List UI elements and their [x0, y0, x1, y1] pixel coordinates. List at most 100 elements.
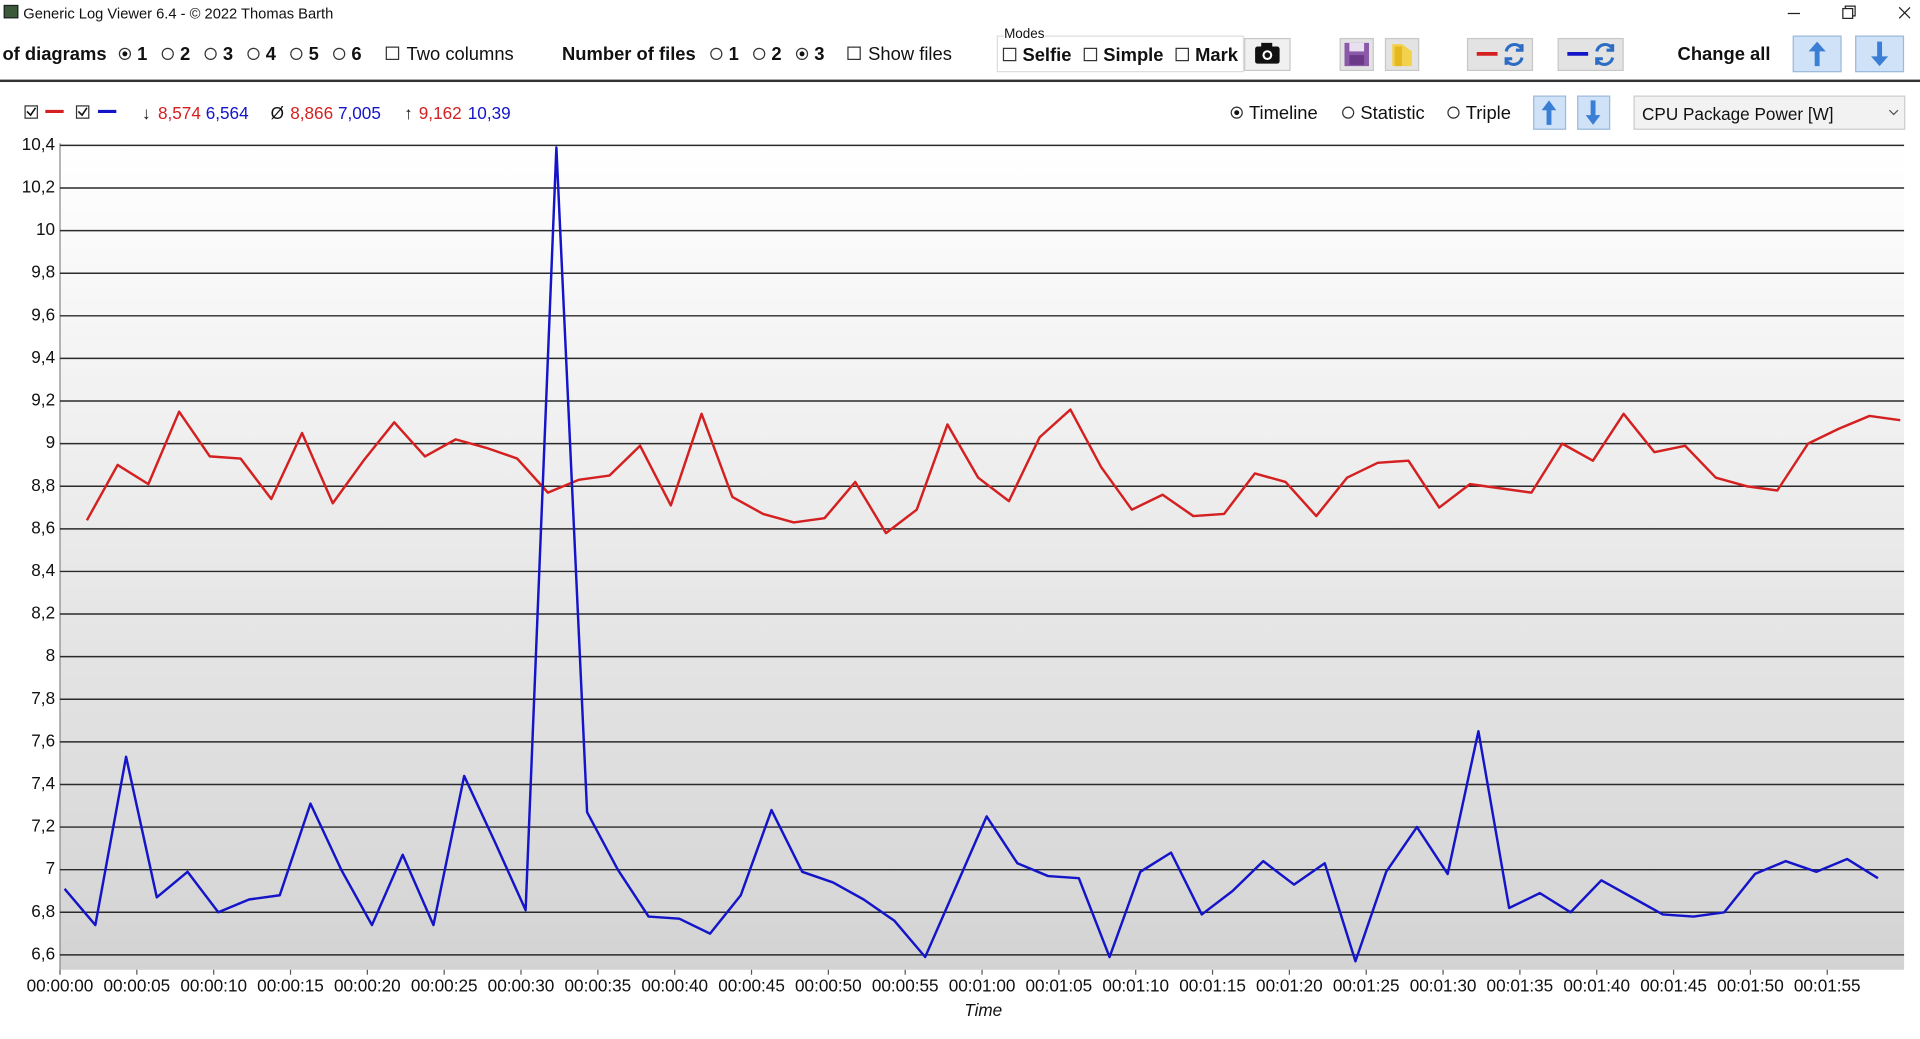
y-tick-label: 8,8	[31, 475, 55, 495]
y-tick-label: 9,8	[31, 262, 55, 282]
radio-label[interactable]: Statistic	[1360, 102, 1425, 124]
x-tick-label: 00:00:50	[795, 975, 862, 995]
mode-label[interactable]: Mark	[1195, 45, 1238, 67]
radio-button[interactable]	[247, 47, 260, 61]
two-columns-label[interactable]: Two columns	[406, 44, 514, 65]
x-tick-label: 00:01:20	[1256, 975, 1323, 995]
x-tick-label: 00:00:10	[180, 975, 247, 995]
x-tick-label: 00:01:05	[1026, 975, 1093, 995]
y-tick-label: 9,6	[31, 304, 55, 324]
plot-area	[60, 143, 1905, 970]
max-value: 10,39	[467, 102, 511, 123]
avg-value: 8,866	[290, 102, 334, 123]
camera-button[interactable]	[1244, 37, 1291, 72]
series-checkbox[interactable]	[24, 105, 38, 119]
open-button[interactable]	[1384, 37, 1420, 72]
x-tick-label: 00:00:15	[257, 975, 324, 995]
radio-label[interactable]: 3	[814, 44, 825, 65]
diagrams-label: of diagrams	[2, 44, 107, 65]
app-icon	[3, 4, 19, 19]
swap-blue-button[interactable]	[1557, 37, 1624, 72]
radio-label[interactable]: 5	[308, 44, 319, 65]
radio-button[interactable]	[161, 47, 174, 61]
x-tick-label: 00:00:25	[411, 975, 478, 995]
x-tick-label: 00:01:35	[1487, 975, 1554, 995]
min-value: 6,564	[205, 102, 249, 123]
x-tick-label: 00:00:30	[488, 975, 555, 995]
down-button[interactable]	[1577, 95, 1611, 130]
x-tick-label: 00:00:35	[565, 975, 632, 995]
x-axis-label: Time	[964, 1000, 1002, 1020]
max-value: 9,162	[418, 102, 462, 123]
window-controls[interactable]	[1776, 2, 1911, 24]
y-tick-label: 7	[46, 858, 56, 878]
checkbox[interactable]	[847, 46, 861, 61]
radio-label[interactable]: 1	[137, 44, 148, 65]
x-tick-label: 00:01:40	[1563, 975, 1630, 995]
down-button[interactable]	[1855, 35, 1905, 73]
window-title: Generic Log Viewer 6.4 - © 2022 Thomas B…	[23, 4, 334, 23]
x-tick-label: 00:01:50	[1717, 975, 1784, 995]
radio-button[interactable]	[333, 47, 346, 61]
x-tick-label: 00:01:15	[1179, 975, 1246, 995]
avg-symbol: Ø	[270, 102, 284, 123]
series-line	[85, 408, 1901, 535]
series-line	[63, 146, 1879, 963]
radio-button[interactable]	[795, 47, 809, 61]
checkbox[interactable]	[1083, 47, 1098, 62]
radio-button[interactable]	[290, 47, 303, 61]
radio-button[interactable]	[753, 47, 766, 61]
y-tick-label: 8	[46, 645, 56, 665]
radio-label[interactable]: 2	[180, 44, 191, 65]
mode-label[interactable]: Selfie	[1022, 45, 1072, 67]
radio-label[interactable]: 6	[351, 44, 362, 65]
x-tick-label: 00:01:55	[1794, 975, 1861, 995]
checkbox[interactable]	[1175, 47, 1189, 62]
x-tick-label: 00:00:20	[334, 975, 401, 995]
max-symbol: ↑	[404, 102, 413, 123]
up-button[interactable]	[1792, 35, 1842, 73]
radio-label[interactable]: 2	[771, 44, 782, 65]
radio-button[interactable]	[204, 47, 217, 61]
mode-label[interactable]: Simple	[1103, 45, 1164, 67]
x-tick-label: 00:01:10	[1102, 975, 1169, 995]
radio-label[interactable]: 1	[728, 44, 739, 65]
y-tick-label: 8,2	[31, 603, 55, 623]
radio-label[interactable]: Timeline	[1248, 102, 1318, 124]
series-checkbox[interactable]	[75, 105, 90, 119]
radio-button[interactable]	[1342, 106, 1355, 119]
radio-button[interactable]	[1447, 106, 1460, 119]
x-tick-label: 00:00:40	[641, 975, 708, 995]
y-tick-label: 9,2	[31, 390, 55, 410]
up-button[interactable]	[1533, 95, 1567, 130]
toolbar-separator	[0, 79, 1920, 83]
y-tick-label: 7,2	[31, 816, 55, 836]
y-tick-label: 6,6	[31, 943, 55, 963]
channel-dropdown[interactable]: CPU Package Power [W]	[1633, 95, 1906, 130]
y-tick-label: 7,4	[31, 773, 55, 793]
checkbox[interactable]	[1002, 47, 1017, 62]
avg-value: 7,005	[337, 102, 381, 123]
radio-button[interactable]	[710, 47, 723, 61]
x-tick-label: 00:01:00	[949, 975, 1016, 995]
save-button[interactable]	[1339, 37, 1374, 72]
radio-label[interactable]: Triple	[1465, 102, 1511, 124]
y-tick-label: 9	[46, 432, 56, 452]
channel-label: CPU Package Power [W]	[1642, 104, 1834, 124]
x-tick-label: 00:00:05	[104, 975, 171, 995]
radio-button[interactable]	[1230, 106, 1243, 119]
swap-red-button[interactable]	[1466, 37, 1534, 72]
modes-group	[996, 35, 1245, 73]
radio-label[interactable]: 4	[265, 44, 276, 65]
show-files-label[interactable]: Show files	[868, 44, 952, 65]
y-tick-label: 10,2	[22, 177, 55, 197]
radio-label[interactable]: 3	[222, 44, 234, 65]
y-tick-label: 7,8	[31, 688, 55, 708]
radio-button[interactable]	[118, 47, 132, 61]
checkbox[interactable]	[385, 46, 400, 61]
y-tick-label: 9,4	[31, 347, 55, 367]
y-tick-label: 7,6	[31, 730, 55, 750]
min-symbol: ↓	[142, 102, 151, 123]
